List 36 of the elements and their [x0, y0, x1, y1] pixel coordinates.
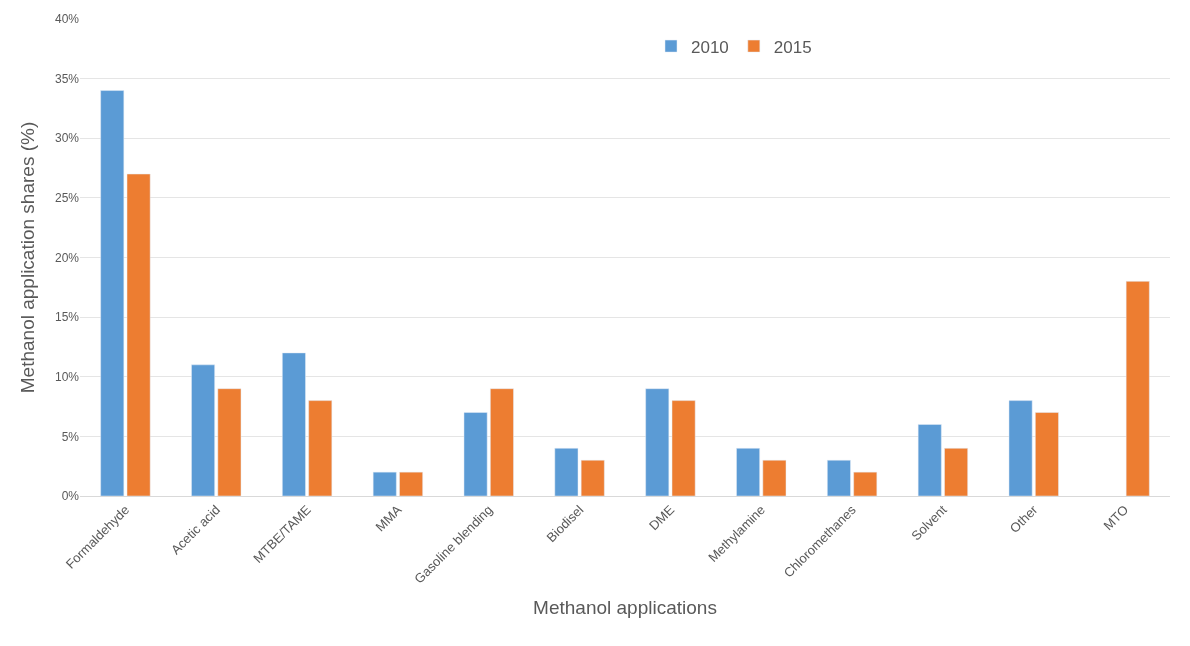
- y-tick-label: 30%: [54, 131, 80, 146]
- y-tick-label: 20%: [54, 250, 80, 265]
- bar: [827, 459, 851, 496]
- bar: [736, 448, 760, 496]
- bar: [944, 448, 968, 496]
- bar: [463, 412, 488, 496]
- x-axis-title: Methanol applications: [533, 597, 717, 619]
- bar: [282, 352, 306, 496]
- bar: [762, 459, 787, 496]
- y-axis-title: Methanol application shares (%): [16, 121, 38, 394]
- bar: [554, 448, 579, 496]
- bar: [217, 388, 242, 496]
- bar: [580, 459, 605, 496]
- bar: [126, 173, 151, 496]
- bar: [191, 364, 215, 496]
- bar: [308, 400, 333, 496]
- bar: [853, 471, 878, 496]
- y-tick-label: 10%: [54, 369, 80, 384]
- bar: [917, 424, 942, 496]
- bar: [671, 400, 696, 496]
- bar: [399, 471, 423, 496]
- y-tick-label: 15%: [54, 310, 80, 325]
- bar: [372, 471, 397, 496]
- y-tick-label: 25%: [54, 191, 80, 206]
- bar: [1125, 281, 1150, 496]
- legend-label: 2010: [691, 37, 729, 57]
- legend-label: 2015: [773, 37, 812, 57]
- bar: [645, 388, 670, 496]
- y-tick-label: 40%: [54, 12, 80, 27]
- bar: [490, 388, 514, 496]
- y-tick-label: 0%: [61, 489, 80, 504]
- bar: [1035, 412, 1059, 496]
- y-tick-label: 35%: [54, 71, 80, 86]
- bar: [1008, 400, 1033, 496]
- y-tick-label: 5%: [61, 429, 80, 444]
- bar: [100, 90, 125, 496]
